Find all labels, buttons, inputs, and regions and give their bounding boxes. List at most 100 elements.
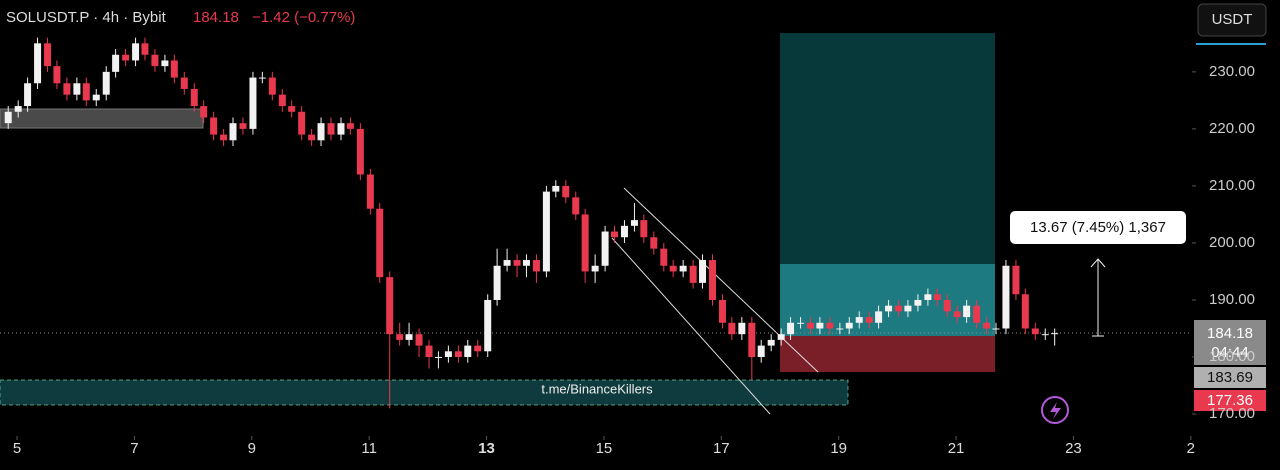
measure-box xyxy=(1010,211,1186,244)
measure-arrow-head xyxy=(1090,258,1106,268)
candle-body xyxy=(904,305,912,312)
candle-body xyxy=(581,214,589,272)
candle-body xyxy=(552,185,560,192)
candle-body xyxy=(669,265,677,272)
candle-body xyxy=(1012,265,1020,295)
currency-label: USDT xyxy=(1212,11,1253,28)
entry-label: 183.69 xyxy=(1207,369,1253,386)
candle-body xyxy=(170,60,178,78)
y-tick-label: 230.00 xyxy=(1209,63,1255,80)
entry-tag xyxy=(1194,367,1266,388)
candle-body xyxy=(953,311,961,318)
candle-body xyxy=(454,351,462,358)
candle-body xyxy=(513,260,521,266)
candle-body xyxy=(268,77,276,95)
candle-body xyxy=(855,317,863,323)
candle-body xyxy=(885,305,893,312)
last-price-tag xyxy=(1194,320,1266,365)
candle-body xyxy=(337,123,345,135)
candle-body xyxy=(210,117,218,135)
candle-body xyxy=(757,345,765,358)
candle-body xyxy=(239,123,247,129)
candle-body xyxy=(748,322,756,358)
candle-body xyxy=(298,111,306,135)
channel-line xyxy=(611,237,771,415)
candle-body xyxy=(92,94,100,101)
x-tick-label: 21 xyxy=(948,440,965,457)
demand-zone xyxy=(0,379,849,406)
candle-body xyxy=(620,225,628,238)
candle-body xyxy=(787,322,795,335)
candle-body xyxy=(660,248,668,266)
candle-body xyxy=(601,231,609,266)
candle-body xyxy=(807,322,815,329)
candle-body xyxy=(1031,328,1039,335)
candle-body xyxy=(258,77,266,79)
y-tick-label: 170.00 xyxy=(1209,405,1255,422)
candle-body xyxy=(699,260,707,283)
measure-label: 13.67 (7.45%) 1,367 xyxy=(1030,219,1166,236)
candle-body xyxy=(924,294,932,300)
x-tick-label: 11 xyxy=(361,440,377,457)
candle-body xyxy=(562,185,570,198)
candle-body xyxy=(73,83,81,95)
stop-label: 177.36 xyxy=(1207,392,1253,409)
candle-body xyxy=(865,317,873,323)
candle-body xyxy=(1002,265,1010,329)
candle-body xyxy=(200,106,208,118)
x-tick-label: 17 xyxy=(713,440,730,457)
candle-body xyxy=(610,231,618,238)
candle-body xyxy=(444,351,452,358)
profit-zone xyxy=(780,264,995,336)
candle-body xyxy=(425,345,433,358)
candle-body xyxy=(474,345,482,352)
candle-body xyxy=(288,106,296,112)
x-tick-label: 15 xyxy=(596,440,613,457)
currency-button[interactable] xyxy=(1197,3,1267,37)
candle-body xyxy=(317,123,325,141)
candle-body xyxy=(366,174,374,209)
candle-body xyxy=(826,322,834,329)
candle-body xyxy=(63,83,71,95)
candle-body xyxy=(522,260,530,266)
candle-body xyxy=(220,134,228,141)
candle-body xyxy=(308,134,316,141)
x-tick-label: 2 xyxy=(1187,440,1195,457)
candles xyxy=(4,37,1059,409)
candle-body xyxy=(122,54,130,61)
candle-body xyxy=(816,322,824,329)
candle-body xyxy=(709,260,717,300)
candle-body xyxy=(249,77,257,129)
candle-body xyxy=(180,77,188,89)
candle-body xyxy=(591,265,599,272)
candle-body xyxy=(376,208,384,278)
header-change: −1.42 (−0.77%) xyxy=(252,9,355,26)
header-price: 184.18 xyxy=(193,9,239,26)
y-tick-label: 180.00 xyxy=(1209,348,1255,365)
alert-icon[interactable] xyxy=(1041,396,1069,424)
candle-body xyxy=(797,322,805,324)
candle-body xyxy=(484,299,492,352)
y-tick-label: 210.00 xyxy=(1209,177,1255,194)
candle-body xyxy=(415,334,423,346)
watermark: t.me/BinanceKillers xyxy=(541,381,653,396)
candle-body xyxy=(845,322,853,329)
candle-body xyxy=(875,311,883,323)
drawings: 13.67 (7.45%) 1,367 t.me/BinanceKillers xyxy=(0,33,1192,424)
candle-body xyxy=(1021,294,1029,329)
candle-body xyxy=(1041,334,1049,336)
candle-body xyxy=(24,83,32,107)
symbol-title: SOLUSDT.P · 4h · Bybit xyxy=(6,9,167,26)
candle-body xyxy=(542,191,550,272)
candle-body xyxy=(640,220,648,238)
candle-body xyxy=(396,334,404,340)
candle-body xyxy=(327,123,335,135)
candle-body xyxy=(895,305,903,312)
candle-body xyxy=(503,260,511,266)
channel-line xyxy=(623,187,819,373)
candle-body xyxy=(983,322,991,329)
candle-body xyxy=(532,260,540,272)
x-tick-label: 5 xyxy=(13,440,21,457)
